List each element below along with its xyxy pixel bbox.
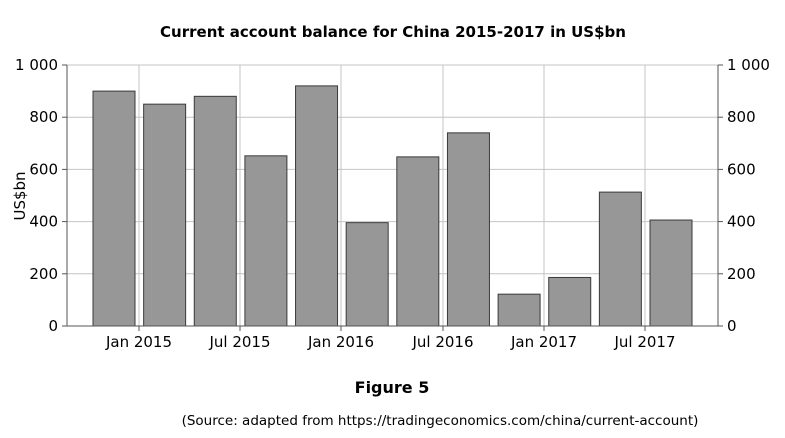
bar — [598, 191, 642, 327]
bar — [295, 85, 339, 327]
x-tick-label: Jan 2017 — [510, 333, 577, 351]
bar — [497, 293, 541, 327]
x-tick-label: Jul 2016 — [411, 333, 473, 351]
bar — [244, 155, 288, 327]
y-tick-label-left: 1 000 — [15, 56, 58, 74]
x-tick-label: Jan 2016 — [307, 333, 374, 351]
x-tick-label: Jan 2015 — [105, 333, 172, 351]
chart-title: Current account balance for China 2015-2… — [160, 23, 626, 41]
x-tick-label: Jul 2015 — [208, 333, 270, 351]
bar — [446, 132, 490, 327]
figure-label: Figure 5 — [355, 378, 430, 397]
bar — [396, 156, 440, 327]
y-tick-label-left: 400 — [29, 213, 58, 231]
bars — [92, 85, 693, 327]
y-tick-label-right: 600 — [727, 160, 756, 178]
x-ticks: Jan 2015 Jul 2015 Jan 2016 Jul 2016 Jan 2017… — [105, 333, 676, 351]
bar — [143, 103, 187, 327]
y-tick-label-right: 1 000 — [727, 56, 770, 74]
y-tick-label-right: 0 — [727, 317, 737, 335]
bar — [548, 276, 592, 327]
bar — [193, 95, 237, 327]
y-tick-label-right: 200 — [727, 265, 756, 283]
bar — [345, 222, 389, 327]
source-note: (Source: adapted from https://tradingeco… — [182, 413, 699, 429]
y-tick-label-left: 800 — [29, 108, 58, 126]
y-tick-label-left: 0 — [48, 317, 58, 335]
y-tick-label-left: 200 — [29, 265, 58, 283]
y-axis-label: US$bn — [11, 171, 29, 220]
axes — [62, 64, 723, 331]
y-tick-label-left: 600 — [29, 160, 58, 178]
x-tick-label: Jul 2017 — [613, 333, 675, 351]
y-ticks: 0 0 200 200 400 400 600 600 800 800 1 000 1 000 — [15, 56, 770, 335]
y-tick-label-right: 800 — [727, 108, 756, 126]
bar — [649, 219, 693, 327]
y-tick-label-right: 400 — [727, 213, 756, 231]
bar — [92, 90, 136, 327]
